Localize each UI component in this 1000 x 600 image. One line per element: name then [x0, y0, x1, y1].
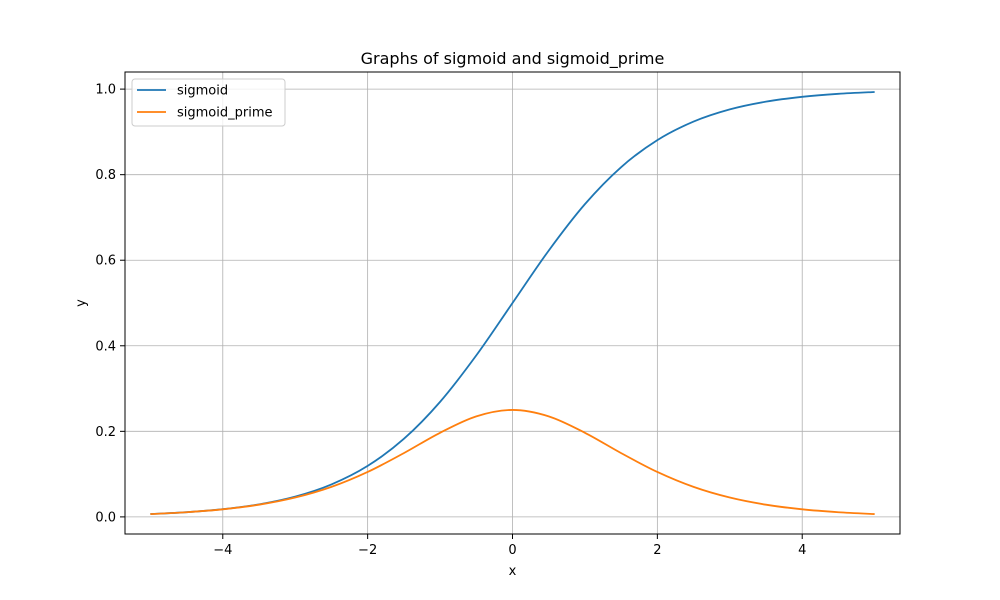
y-axis-label: y [74, 299, 89, 307]
x-tick-label: −2 [358, 543, 377, 558]
legend-label-sigmoid-prime: sigmoid_prime [177, 106, 273, 121]
y-tick-label: 0.2 [95, 425, 116, 440]
legend-box [131, 78, 286, 127]
y-tick-label: 0.0 [95, 510, 116, 525]
y-tick-label: 1.0 [95, 83, 116, 98]
series-line-sigmoid-prime [150, 409, 875, 515]
x-tick-label: 4 [798, 543, 806, 558]
y-tick-label: 0.4 [95, 339, 116, 354]
y-tick-label: 0.6 [95, 254, 116, 269]
x-axis-ticks: −4 −2 0 2 4 [213, 534, 806, 558]
legend-label-sigmoid: sigmoid [177, 84, 228, 99]
y-tick-label: 0.8 [95, 168, 116, 183]
x-tick-label: 2 [653, 543, 661, 558]
x-tick-label: −4 [213, 543, 232, 558]
y-axis-ticks: 0.0 0.2 0.4 0.6 0.8 1.0 [95, 83, 125, 525]
series-layer [150, 91, 875, 515]
legend: sigmoid sigmoid_prime [131, 78, 286, 127]
chart-title: Graphs of sigmoid and sigmoid_prime [361, 49, 665, 69]
x-axis-label: x [509, 564, 517, 579]
x-tick-label: 0 [508, 543, 516, 558]
